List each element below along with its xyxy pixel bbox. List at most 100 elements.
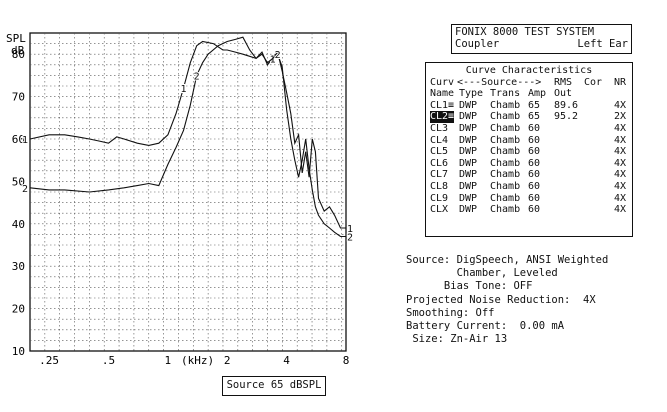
curve-rows: CL1≡ DWP Chamb 65 89.6 4X CL2≡ DWP Chamb 65 95.2 2X… bbox=[426, 100, 632, 216]
y-tick-label: 60 bbox=[12, 133, 25, 146]
curve-table-header-1: Curv <---Source---> RMS Cor NR bbox=[426, 77, 632, 89]
hdr-amp: Amp bbox=[528, 88, 547, 100]
series-marker-1: 1 bbox=[270, 54, 276, 65]
curve-cell-nr: 2X bbox=[613, 111, 626, 123]
curve-cell-nr: 4X bbox=[613, 157, 626, 169]
curve-row: CL2≡ DWP Chamb 65 95.2 2X bbox=[426, 111, 632, 123]
curve-cell-amp: 60 bbox=[528, 169, 541, 181]
y-tick-label: 20 bbox=[12, 303, 25, 316]
y-tick-label: 70 bbox=[12, 91, 25, 104]
curve-row: CL4 DWP Chamb 60 4X bbox=[426, 135, 632, 147]
x-tick-label: .25 bbox=[39, 354, 59, 367]
info-battery: Battery Current: 0.00 mA bbox=[406, 320, 565, 333]
curve-cell-amp: 60 bbox=[528, 204, 541, 216]
series-marker-1: 1 bbox=[22, 135, 28, 146]
hdr-trans: Trans bbox=[490, 88, 521, 100]
curve-cell-nr: 4X bbox=[613, 180, 626, 192]
ear-label: Left Ear bbox=[577, 38, 628, 50]
series-marker-2: 2 bbox=[194, 71, 200, 82]
curve-row: CL9 DWP Chamb 60 4X bbox=[426, 193, 632, 205]
info-bias: Bias Tone: OFF bbox=[406, 280, 533, 293]
info-noise-reduction: Projected Noise Reduction: 4X bbox=[406, 293, 596, 306]
x-tick-label: .5 bbox=[102, 354, 115, 367]
y-tick-label: 40 bbox=[12, 218, 25, 231]
y-axis-unit: dB bbox=[11, 44, 25, 57]
x-tick-label: 2 bbox=[224, 354, 231, 367]
info-smoothing: Smoothing: Off bbox=[406, 306, 495, 319]
curve-cell-name: CL8 bbox=[430, 180, 449, 192]
curve-cell-rms: 95.2 bbox=[554, 111, 579, 123]
curve-cell-type: DWP bbox=[459, 180, 478, 192]
curve-cell-name: CL6 bbox=[430, 157, 449, 169]
source-level-box: Source 65 dBSPL bbox=[222, 376, 326, 396]
curve-cell-amp: 60 bbox=[528, 134, 541, 146]
curve-cell-trans: Chamb bbox=[490, 146, 521, 158]
curve-table-header-2: Name Type Trans Amp Out bbox=[426, 88, 632, 100]
x-tick-label: 8 bbox=[343, 354, 350, 367]
curve-cell-name: CL7 bbox=[430, 169, 449, 181]
x-tick-label: 1 bbox=[165, 354, 172, 367]
curve-cell-nr: 4X bbox=[613, 169, 626, 181]
curve-cell-nr: 4X bbox=[613, 122, 626, 134]
curve-cell-amp: 60 bbox=[528, 122, 541, 134]
y-tick-label: 30 bbox=[12, 260, 25, 273]
curve-cell-amp: 60 bbox=[528, 192, 541, 204]
curve-cell-rms: 89.6 bbox=[554, 99, 579, 111]
curve-cell-amp: 65 bbox=[528, 99, 541, 111]
curve-row: CL6 DWP Chamb 60 4X bbox=[426, 158, 632, 170]
system-header-box: FONIX 8000 TEST SYSTEM Coupler Left Ear bbox=[451, 24, 632, 54]
curve-cell-name: CL1≡ bbox=[430, 99, 455, 111]
curve-cell-trans: Chamb bbox=[490, 157, 521, 169]
curve-cell-amp: 60 bbox=[528, 146, 541, 158]
curve-cell-name: CL9 bbox=[430, 192, 449, 204]
curve-cell-amp: 60 bbox=[528, 180, 541, 192]
hdr-name: Name bbox=[430, 88, 455, 100]
test-info: Source: DigSpeech, ANSI Weighted Chamber… bbox=[406, 254, 608, 346]
series-marker-2: 2 bbox=[275, 50, 281, 61]
curve-cell-amp: 65 bbox=[528, 111, 541, 123]
coupler-label: Coupler bbox=[455, 38, 500, 50]
curve-cell-name: CL5 bbox=[430, 146, 449, 158]
y-tick-label: 80 bbox=[12, 48, 25, 61]
curve-cell-trans: Chamb bbox=[490, 134, 521, 146]
curve-row: CL3 DWP Chamb 60 4X bbox=[426, 123, 632, 135]
x-tick-label: 4 bbox=[283, 354, 290, 367]
curve-cell-type: DWP bbox=[459, 157, 478, 169]
hdr-rms: RMS bbox=[554, 76, 573, 88]
curve-cell-name: CL3 bbox=[430, 122, 449, 134]
curve-cell-type: DWP bbox=[459, 99, 478, 111]
curve-cell-trans: Chamb bbox=[490, 204, 521, 216]
info-size: Size: Zn-Air 13 bbox=[406, 333, 508, 346]
y-tick-label: 10 bbox=[12, 345, 25, 358]
curve-cell-trans: Chamb bbox=[490, 111, 521, 123]
curve-cell-trans: Chamb bbox=[490, 99, 521, 111]
curve-cell-type: DWP bbox=[459, 146, 478, 158]
curve-cell-nr: 4X bbox=[613, 204, 626, 216]
series-marker-1: 1 bbox=[180, 84, 186, 95]
curve-table-title: Curve Characteristics bbox=[465, 65, 593, 76]
curve-cell-name: CL4 bbox=[430, 134, 449, 146]
curve-row: CL5 DWP Chamb 60 4X bbox=[426, 146, 632, 158]
curve-cell-nr: 4X bbox=[613, 192, 626, 204]
hdr-type: Type bbox=[459, 88, 484, 100]
curve-cell-trans: Chamb bbox=[490, 180, 521, 192]
curve-cell-nr: 4X bbox=[613, 99, 626, 111]
hdr-out: Out bbox=[554, 88, 573, 100]
curve-cell-name: CLX bbox=[430, 204, 449, 216]
curve-cell-nr: 4X bbox=[613, 134, 626, 146]
curve-characteristics-table: Curve Characteristics Curv <---Source---… bbox=[425, 62, 633, 237]
info-source-2: Chamber, Leveled bbox=[406, 267, 558, 280]
curve-row: CL8 DWP Chamb 60 4X bbox=[426, 181, 632, 193]
curve-cell-type: DWP bbox=[459, 169, 478, 181]
system-title: FONIX 8000 TEST SYSTEM bbox=[455, 26, 595, 38]
curve-row: CL7 DWP Chamb 60 4X bbox=[426, 169, 632, 181]
y-tick-label: 50 bbox=[12, 175, 25, 188]
hdr-cor: Cor bbox=[584, 76, 603, 88]
series-marker-2: 2 bbox=[347, 233, 353, 244]
curve-cell-type: DWP bbox=[459, 122, 478, 134]
curve-cell-trans: Chamb bbox=[490, 192, 521, 204]
curve-cell-type: DWP bbox=[459, 204, 478, 216]
hdr-source: <---Source---> bbox=[457, 76, 542, 88]
curve-cell-type: DWP bbox=[459, 134, 478, 146]
curve-row: CL1≡ DWP Chamb 65 89.6 4X bbox=[426, 100, 632, 112]
